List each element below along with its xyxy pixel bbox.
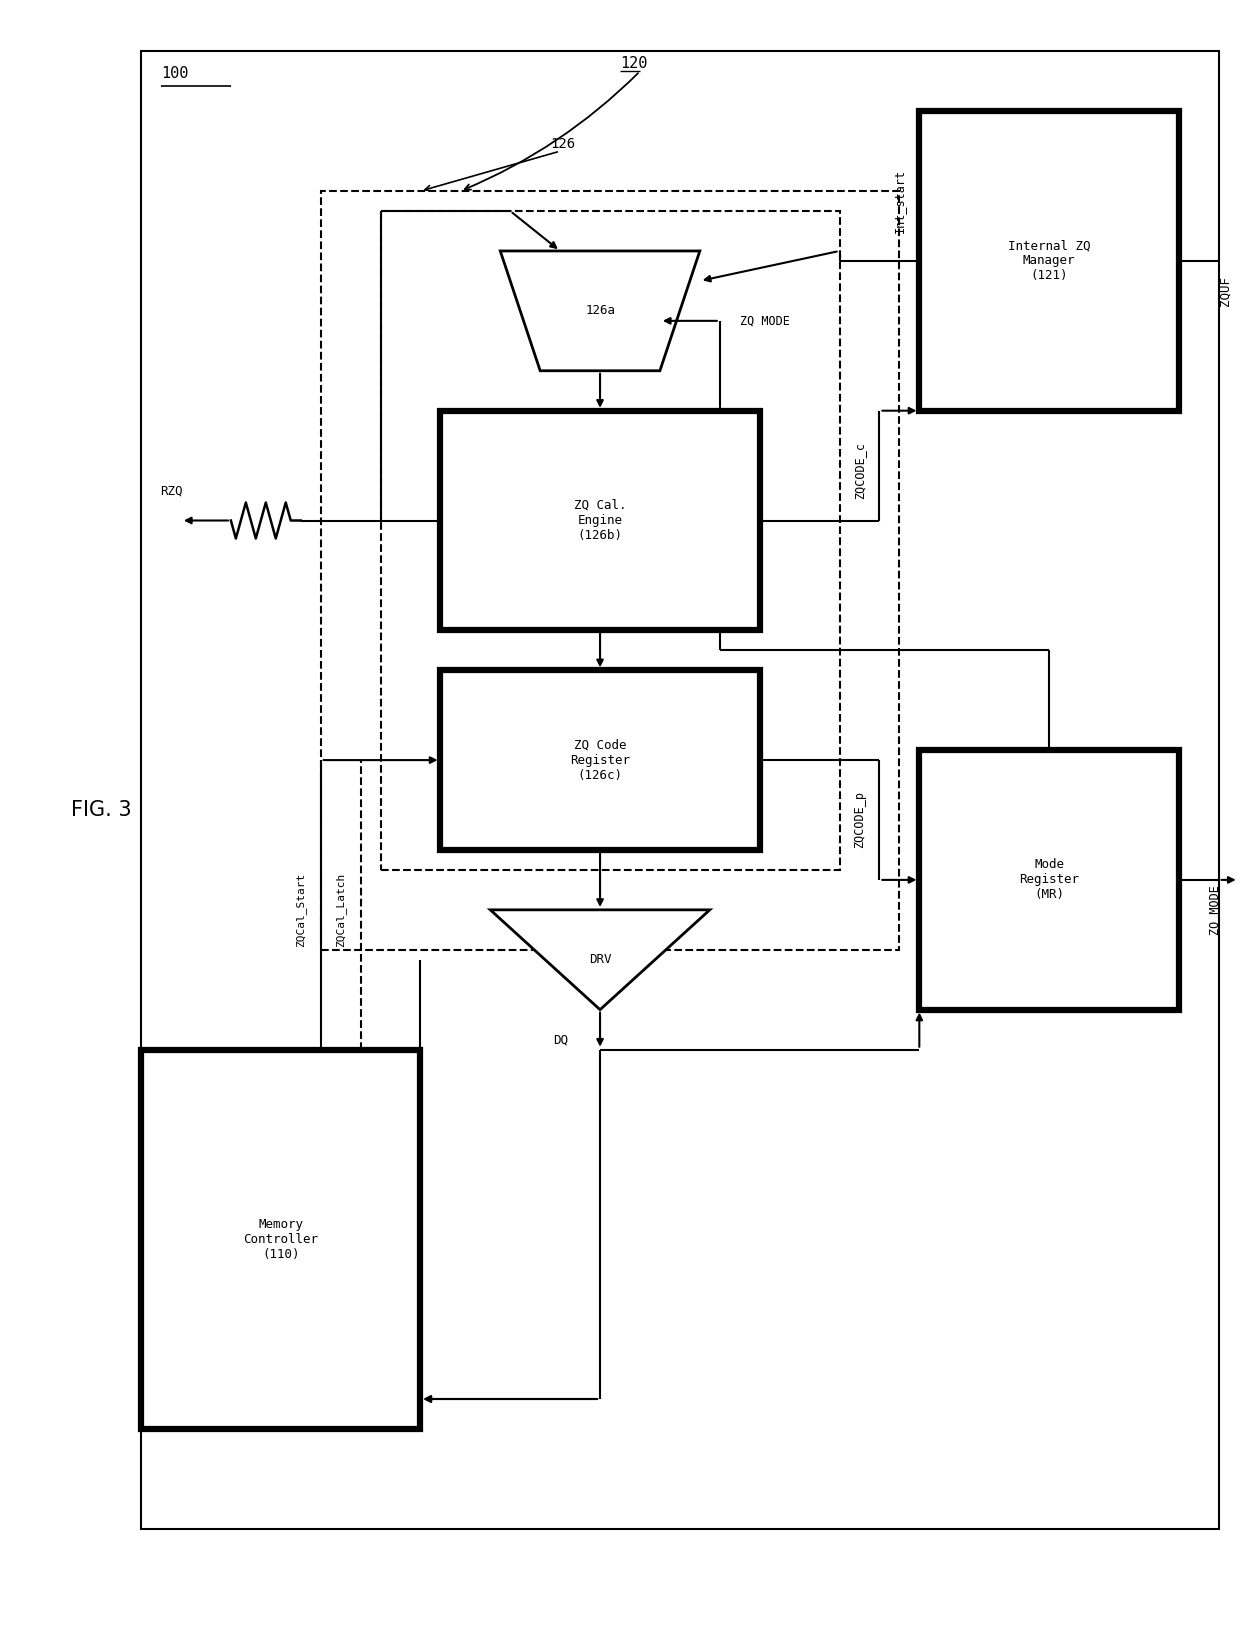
Bar xyxy=(141,1050,420,1430)
Text: RZQ: RZQ xyxy=(160,484,182,497)
Text: DQ: DQ xyxy=(553,1033,568,1046)
Bar xyxy=(440,670,760,849)
Bar xyxy=(440,411,760,631)
Bar xyxy=(321,191,899,950)
Text: Memory
Controller
(110): Memory Controller (110) xyxy=(243,1218,319,1260)
Text: DRV: DRV xyxy=(589,954,611,967)
Text: ZQCal_Start: ZQCal_Start xyxy=(295,872,306,947)
Bar xyxy=(381,210,839,870)
Polygon shape xyxy=(490,910,709,1009)
Text: ZQUF: ZQUF xyxy=(1219,275,1231,306)
Bar xyxy=(919,111,1179,411)
Text: FIG. 3: FIG. 3 xyxy=(71,800,131,820)
Bar xyxy=(919,750,1179,1009)
Text: ZQ Code
Register
(126c): ZQ Code Register (126c) xyxy=(570,738,630,782)
Text: Internal ZQ
Manager
(121): Internal ZQ Manager (121) xyxy=(1008,240,1090,282)
Text: ZQ MODE: ZQ MODE xyxy=(740,315,790,328)
Text: Int_start: Int_start xyxy=(893,170,906,233)
Text: 100: 100 xyxy=(161,67,188,82)
Text: 126a: 126a xyxy=(585,305,615,318)
Text: 120: 120 xyxy=(620,57,647,72)
Text: ZQ MODE: ZQ MODE xyxy=(1209,885,1221,934)
Text: ZQ Cal.
Engine
(126b): ZQ Cal. Engine (126b) xyxy=(574,499,626,543)
Text: Mode
Register
(MR): Mode Register (MR) xyxy=(1019,859,1079,901)
Bar xyxy=(141,51,1219,1529)
Text: 126: 126 xyxy=(551,137,575,152)
Text: ZQCal_Latch: ZQCal_Latch xyxy=(335,872,346,947)
Text: ZQCODE_c: ZQCODE_c xyxy=(853,442,866,499)
Text: ZQCODE_p: ZQCODE_p xyxy=(853,792,866,849)
Polygon shape xyxy=(500,251,699,370)
